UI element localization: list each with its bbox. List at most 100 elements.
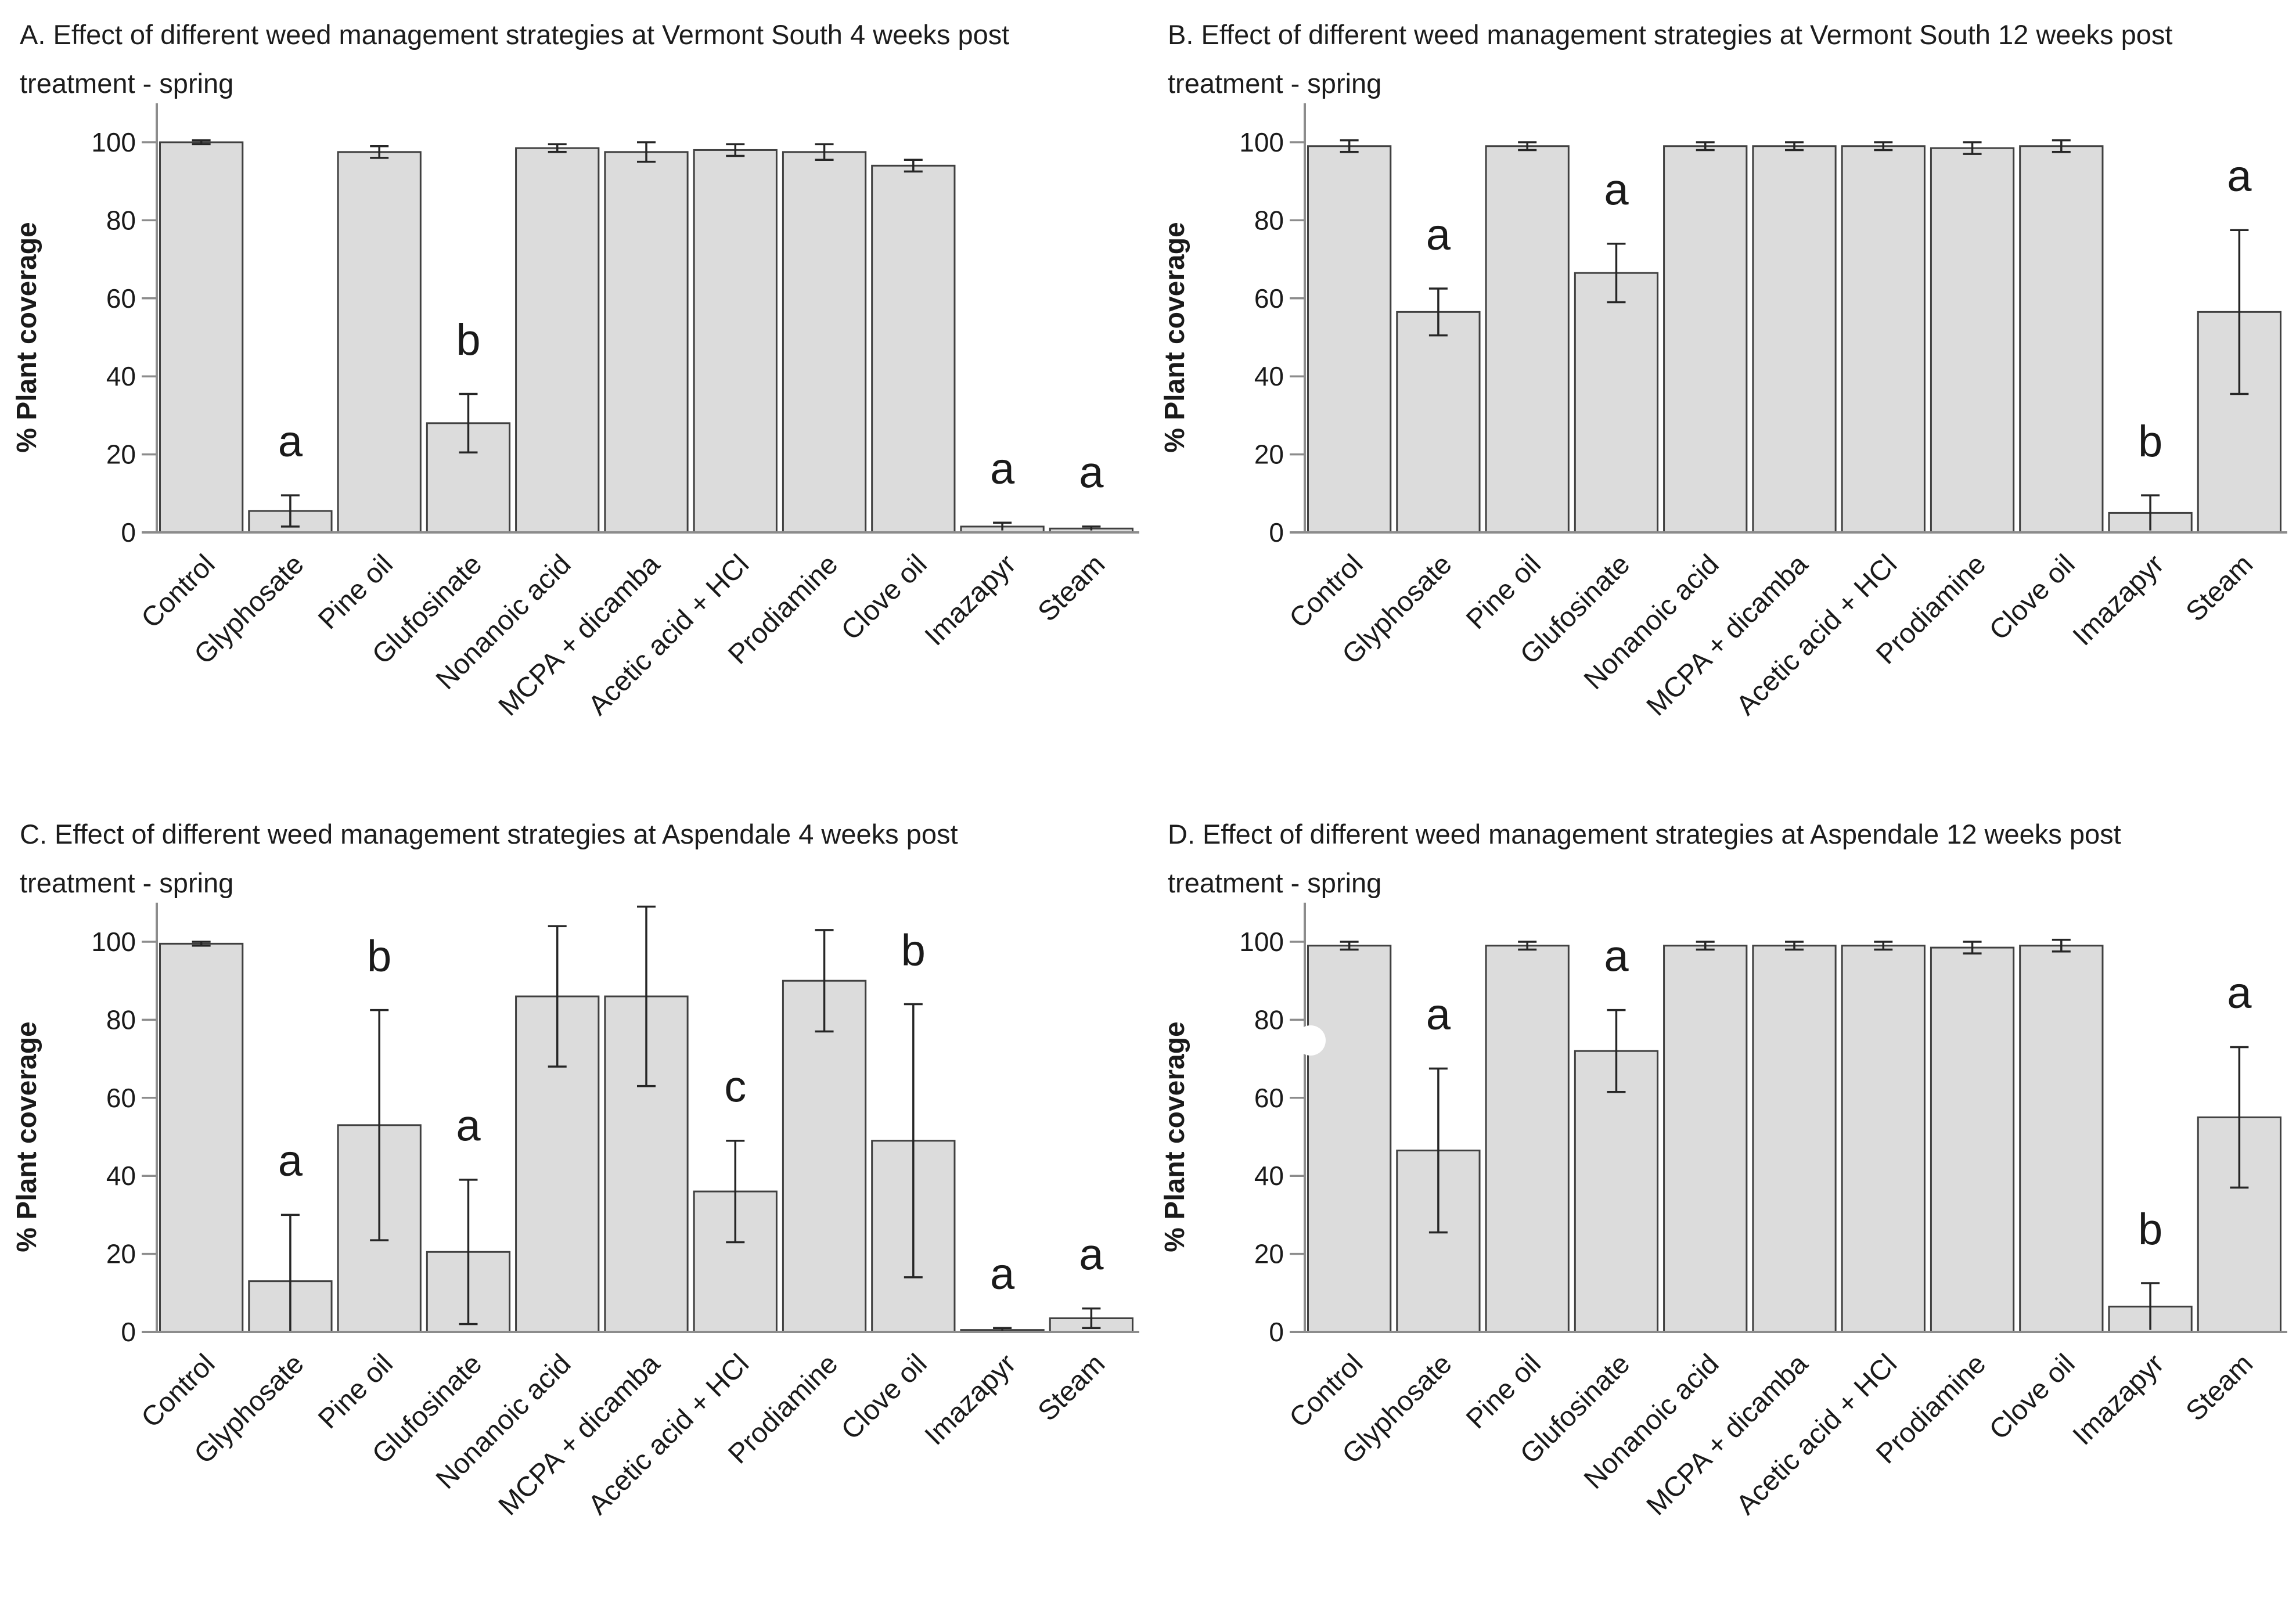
x-label-Steam: Steam — [2180, 1348, 2259, 1427]
sig-letter-Glufosinate: a — [1604, 931, 1629, 981]
bar-Glufosinate — [1574, 1050, 1659, 1333]
sig-letter-Clove oil: b — [901, 925, 926, 975]
bar-Nonanoic acid — [1663, 145, 1748, 534]
y-tick-label: 0 — [121, 1317, 136, 1347]
sig-letter-Steam: a — [1079, 448, 1104, 498]
bar-Pine oil — [337, 151, 422, 534]
bar-Control — [1307, 145, 1392, 534]
x-label-MCPA + dicamba: MCPA + dicamba — [1641, 1348, 1814, 1521]
sig-letter-Imazapyr: a — [990, 444, 1015, 494]
y-tick-label: 40 — [1254, 1161, 1284, 1191]
bar-Acetic acid + HCl — [1841, 145, 1926, 534]
sig-letter-Imazapyr: b — [2138, 417, 2162, 466]
panel-B-title-line-1: B. Effect of different weed management s… — [1168, 19, 2173, 50]
x-label-Pine oil: Pine oil — [1460, 549, 1547, 635]
bar-MCPA + dicamba — [1752, 145, 1837, 534]
sig-letter-Glyphosate: a — [278, 1136, 303, 1186]
sig-letter-Glyphosate: a — [278, 417, 303, 466]
sig-letter-Steam: a — [1079, 1230, 1104, 1279]
x-label-Imazapyr: Imazapyr — [919, 1348, 1022, 1451]
bar-Control — [159, 942, 244, 1333]
bar-Control — [159, 141, 244, 534]
x-label-Acetic acid + HCl: Acetic acid + HCl — [582, 549, 755, 721]
bar-Control — [1307, 945, 1392, 1333]
y-tick-label: 100 — [91, 927, 136, 957]
y-tick-label: 20 — [1254, 1239, 1284, 1269]
x-label-Pine oil: Pine oil — [1460, 1348, 1547, 1435]
panel-D: D. Effect of different weed management s… — [1148, 800, 2296, 1599]
x-label-Control: Control — [136, 1348, 221, 1434]
x-label-MCPA + dicamba: MCPA + dicamba — [493, 1348, 666, 1521]
y-tick-label: 40 — [1254, 361, 1284, 391]
x-label-Imazapyr: Imazapyr — [2067, 1348, 2170, 1451]
y-tick-label: 40 — [106, 361, 136, 391]
bar-Prodiamine — [782, 979, 867, 1333]
y-axis-title: % Plant coverage — [12, 222, 42, 453]
x-label-Control: Control — [136, 549, 221, 634]
sig-letter-Glufosinate: a — [456, 1101, 481, 1151]
panel-A-title-line-2: treatment - spring — [20, 68, 234, 99]
y-tick-label: 80 — [1254, 1004, 1284, 1035]
y-tick-label: 0 — [121, 517, 136, 548]
panel-B-title-line-2: treatment - spring — [1168, 68, 1382, 99]
y-tick-label: 60 — [106, 1083, 136, 1113]
sig-letter-Imazapyr: a — [990, 1249, 1015, 1299]
bar-Clove oil — [2019, 145, 2104, 534]
x-label-Imazapyr: Imazapyr — [2067, 549, 2170, 651]
sig-letter-Imazapyr: b — [2138, 1205, 2162, 1254]
white-dot-artifact — [1295, 1025, 1326, 1056]
bar-Acetic acid + HCl — [693, 149, 778, 534]
bar-Acetic acid + HCl — [1841, 945, 1926, 1333]
bar-Clove oil — [871, 164, 956, 534]
bar-Glufosinate — [1574, 272, 1659, 534]
x-label-Pine oil: Pine oil — [312, 1348, 399, 1435]
bar-Clove oil — [2019, 945, 2104, 1333]
y-tick-label: 100 — [91, 127, 136, 157]
y-tick-label: 80 — [106, 205, 136, 235]
x-label-Steam: Steam — [2180, 549, 2259, 628]
x-label-Imazapyr: Imazapyr — [919, 549, 1022, 651]
x-label-MCPA + dicamba: MCPA + dicamba — [1641, 549, 1814, 722]
panel-B-title: B. Effect of different weed management s… — [1168, 10, 2255, 108]
y-tick-label: 100 — [1239, 127, 1284, 157]
bar-MCPA + dicamba — [1752, 945, 1837, 1333]
panel-A-title: A. Effect of different weed management s… — [20, 10, 1107, 108]
y-tick-label: 100 — [1239, 927, 1284, 957]
x-label-Acetic acid + HCl: Acetic acid + HCl — [582, 1348, 755, 1521]
y-tick-label: 60 — [1254, 1083, 1284, 1113]
panel-D-title: D. Effect of different weed management s… — [1168, 810, 2255, 907]
sig-letter-Steam: a — [2227, 152, 2252, 201]
bar-Nonanoic acid — [515, 147, 600, 534]
y-tick-label: 60 — [106, 283, 136, 314]
y-tick-label: 20 — [106, 1239, 136, 1269]
panel-B: B. Effect of different weed management s… — [1148, 0, 2296, 800]
y-axis-title: % Plant coverage — [1160, 222, 1190, 453]
x-label-Clove oil: Clove oil — [1984, 1348, 2081, 1446]
bar-Pine oil — [1485, 145, 1570, 534]
bar-Pine oil — [1485, 945, 1570, 1333]
x-label-Control: Control — [1284, 549, 1369, 634]
x-label-Steam: Steam — [1032, 549, 1111, 628]
bar-Prodiamine — [1930, 946, 2015, 1333]
y-tick-label: 80 — [1254, 205, 1284, 235]
x-label-Clove oil: Clove oil — [836, 1348, 933, 1446]
panel-D-title-line-1: D. Effect of different weed management s… — [1168, 819, 2121, 849]
bar-Prodiamine — [1930, 147, 2015, 534]
y-tick-label: 0 — [1269, 1317, 1284, 1347]
bar-Prodiamine — [782, 151, 867, 534]
bar-Nonanoic acid — [1663, 945, 1748, 1333]
panel-A: A. Effect of different weed management s… — [0, 0, 1148, 800]
panel-C-title-line-1: C. Effect of different weed management s… — [20, 819, 958, 849]
sig-letter-Glufosinate: a — [1604, 165, 1629, 215]
y-tick-label: 80 — [106, 1004, 136, 1035]
x-label-Acetic acid + HCl: Acetic acid + HCl — [1730, 549, 1903, 721]
x-label-Clove oil: Clove oil — [836, 549, 933, 646]
y-axis-title: % Plant coverage — [12, 1021, 42, 1252]
sig-letter-Acetic acid + HCl: c — [724, 1063, 746, 1112]
sig-letter-Steam: a — [2227, 968, 2252, 1018]
x-label-MCPA + dicamba: MCPA + dicamba — [493, 549, 666, 722]
sig-letter-Glyphosate: a — [1426, 210, 1451, 260]
